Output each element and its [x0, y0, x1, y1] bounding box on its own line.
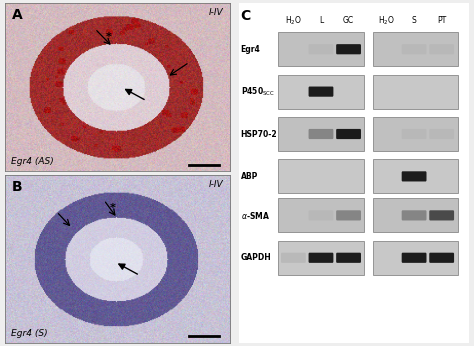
Text: B: B [11, 180, 22, 194]
Bar [278, 32, 364, 66]
FancyBboxPatch shape [309, 44, 333, 54]
FancyBboxPatch shape [336, 44, 361, 54]
Text: GAPDH: GAPDH [240, 253, 271, 262]
Text: HSP70-2: HSP70-2 [240, 129, 277, 138]
Bar [278, 75, 364, 109]
FancyBboxPatch shape [401, 171, 427, 181]
Text: $\alpha$-SMA: $\alpha$-SMA [240, 210, 270, 221]
Text: S: S [412, 16, 417, 25]
FancyBboxPatch shape [401, 253, 427, 263]
Text: L: L [319, 16, 323, 25]
FancyBboxPatch shape [429, 253, 454, 263]
Text: Egr4 (S): Egr4 (S) [11, 328, 48, 337]
Text: GC: GC [343, 16, 354, 25]
Text: ABP: ABP [240, 172, 258, 181]
FancyBboxPatch shape [429, 210, 454, 220]
Bar [278, 160, 364, 193]
FancyBboxPatch shape [401, 210, 427, 220]
Bar [373, 198, 458, 233]
Bar [278, 241, 364, 275]
Text: C: C [240, 9, 250, 22]
Text: Egr4 (AS): Egr4 (AS) [11, 157, 54, 166]
Text: H$_2$O: H$_2$O [378, 14, 395, 27]
FancyBboxPatch shape [401, 129, 427, 139]
Text: P450$_{\rm SCC}$: P450$_{\rm SCC}$ [240, 85, 274, 98]
FancyBboxPatch shape [309, 129, 333, 139]
Text: I-IV: I-IV [209, 9, 223, 18]
Text: Egr4: Egr4 [240, 45, 260, 54]
Bar [278, 198, 364, 233]
FancyBboxPatch shape [336, 129, 361, 139]
FancyBboxPatch shape [429, 44, 454, 54]
FancyBboxPatch shape [336, 253, 361, 263]
Bar [373, 160, 458, 193]
FancyBboxPatch shape [429, 129, 454, 139]
Bar [373, 241, 458, 275]
Text: H$_2$O: H$_2$O [285, 14, 302, 27]
Text: PT: PT [437, 16, 447, 25]
Text: A: A [11, 9, 22, 22]
FancyBboxPatch shape [309, 86, 333, 97]
Bar [373, 32, 458, 66]
FancyBboxPatch shape [309, 210, 333, 220]
Text: *: * [110, 203, 116, 213]
Bar [373, 117, 458, 151]
FancyBboxPatch shape [281, 253, 306, 263]
FancyBboxPatch shape [401, 44, 427, 54]
Bar [278, 117, 364, 151]
Text: I-IV: I-IV [209, 180, 223, 189]
Bar [373, 75, 458, 109]
FancyBboxPatch shape [336, 210, 361, 220]
Text: *: * [105, 32, 111, 42]
Bar [367, 24, 372, 278]
FancyBboxPatch shape [309, 253, 333, 263]
